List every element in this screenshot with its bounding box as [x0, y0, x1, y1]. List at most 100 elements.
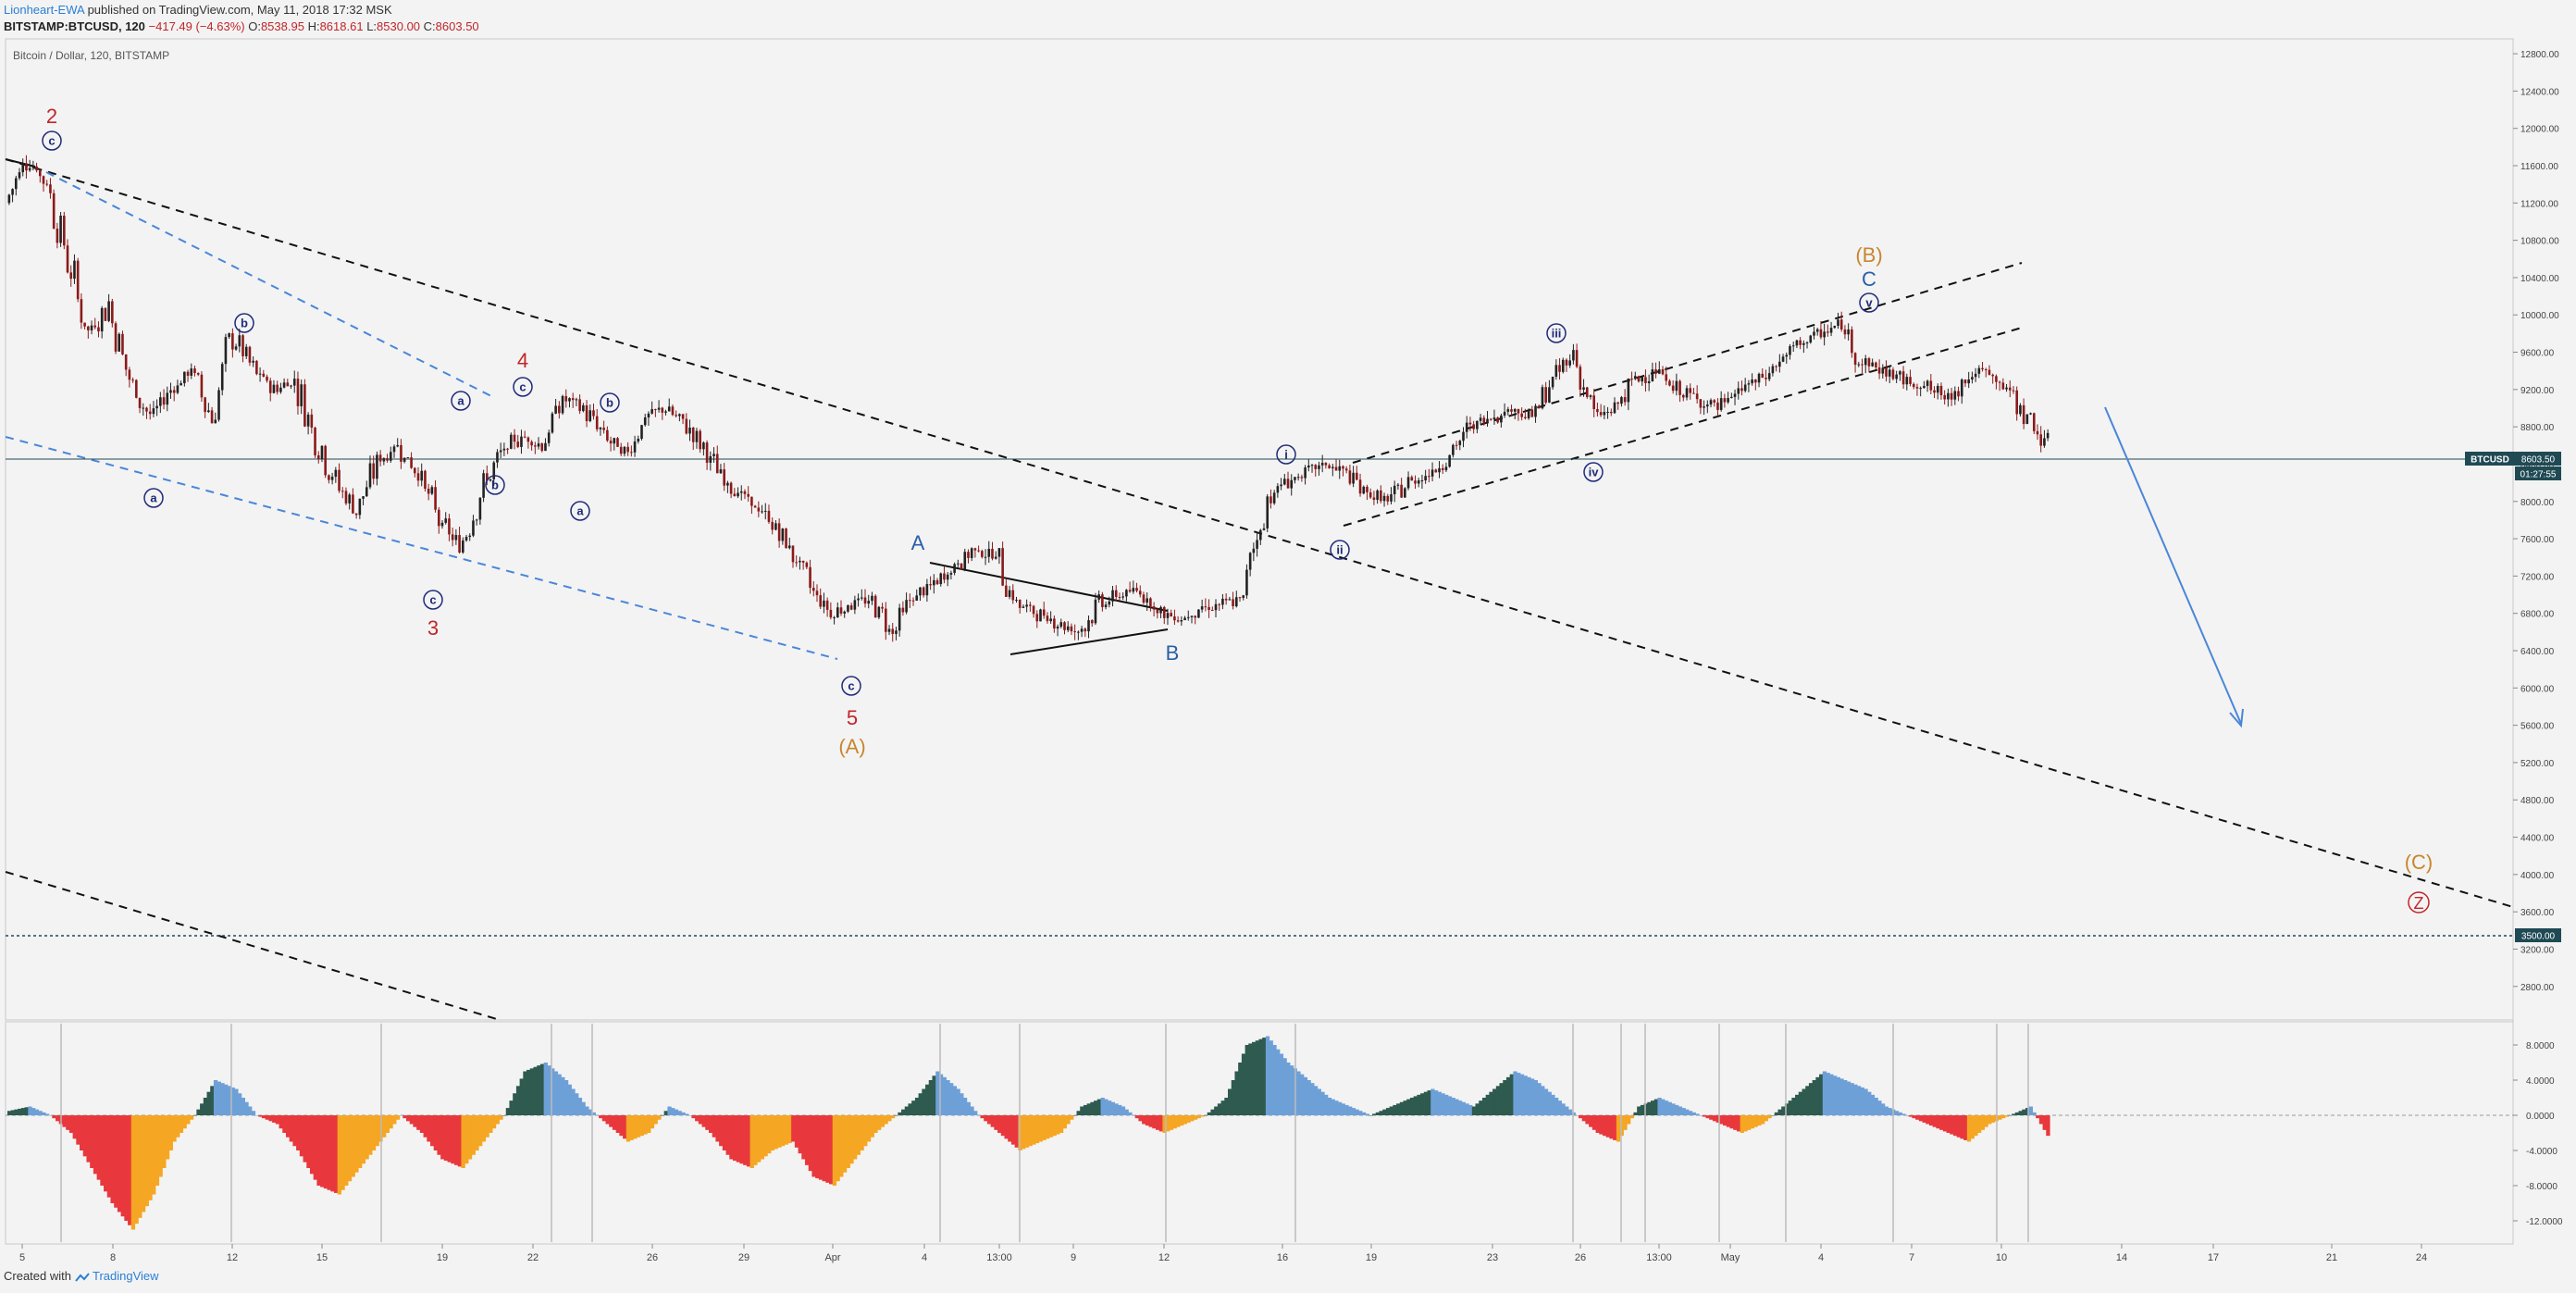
candle-body[interactable] [911, 600, 915, 602]
candle-body[interactable] [328, 475, 330, 480]
candle-body[interactable] [1606, 411, 1609, 413]
candle-body[interactable] [715, 454, 719, 474]
candle-body[interactable] [1276, 486, 1280, 493]
candle-body[interactable] [90, 325, 93, 330]
candle-body[interactable] [1005, 585, 1008, 597]
candle-body[interactable] [1713, 400, 1716, 403]
candle-body[interactable] [1035, 614, 1039, 622]
channel-upper-line[interactable] [1352, 262, 2023, 464]
candle-body[interactable] [1170, 613, 1172, 617]
candle-body[interactable] [73, 260, 76, 280]
candle-body[interactable] [52, 193, 56, 229]
candle-body[interactable] [905, 600, 908, 613]
candle-body[interactable] [1991, 374, 1994, 377]
candle-body[interactable] [787, 545, 791, 549]
candle-body[interactable] [1376, 490, 1379, 501]
candle-body[interactable] [1875, 362, 1877, 367]
candle-body[interactable] [839, 607, 843, 614]
candle-body[interactable] [1837, 319, 1839, 327]
candle-body[interactable] [613, 438, 616, 444]
candle-body[interactable] [80, 299, 83, 323]
candle-body[interactable] [1761, 373, 1765, 379]
blue-C-label[interactable]: C [1862, 267, 1876, 291]
candle-body[interactable] [306, 414, 310, 427]
candle-body[interactable] [1912, 383, 1915, 388]
candle-body[interactable] [368, 463, 372, 488]
candle-body[interactable] [45, 183, 49, 185]
candle-body[interactable] [799, 560, 801, 563]
candle-body[interactable] [1104, 604, 1108, 607]
candle-body[interactable] [148, 411, 152, 415]
candle-body[interactable] [400, 444, 402, 462]
candle-body[interactable] [1781, 356, 1785, 362]
candle-body[interactable] [1108, 601, 1111, 605]
candle-body[interactable] [135, 379, 138, 398]
candle-body[interactable] [1015, 600, 1018, 602]
candle-body[interactable] [833, 617, 836, 619]
candle-body[interactable] [922, 587, 925, 596]
candle-body[interactable] [255, 360, 258, 375]
candle-body[interactable] [248, 346, 252, 363]
candle-body[interactable] [348, 494, 351, 504]
candle-body[interactable] [1482, 417, 1486, 424]
blue-A-label[interactable]: A [911, 531, 925, 554]
candle-body[interactable] [582, 404, 585, 412]
candle-body[interactable] [1661, 369, 1665, 375]
symbol-label[interactable]: BITSTAMP:BTCUSD, 120 [4, 19, 145, 33]
candle-body[interactable] [166, 392, 169, 405]
candle-body[interactable] [1084, 628, 1087, 632]
candle-body[interactable] [1318, 465, 1320, 469]
candle-body[interactable] [1077, 631, 1080, 633]
candle-body[interactable] [1685, 388, 1689, 398]
candle-body[interactable] [118, 333, 121, 352]
candle-body[interactable] [1572, 350, 1575, 361]
circled-wave-label[interactable]: c [42, 131, 62, 151]
candle-body[interactable] [303, 384, 306, 427]
candle-body[interactable] [1503, 411, 1506, 416]
candle-body[interactable] [1754, 379, 1757, 383]
candle-body[interactable] [1053, 618, 1056, 629]
candle-body[interactable] [551, 413, 554, 433]
candle-body[interactable] [795, 562, 799, 564]
candle-body[interactable] [1080, 628, 1084, 632]
candle-body[interactable] [224, 337, 228, 365]
candle-body[interactable] [1548, 387, 1551, 403]
candle-body[interactable] [1537, 405, 1541, 409]
candle-body[interactable] [1809, 335, 1813, 343]
candle-body[interactable] [1857, 364, 1861, 366]
triangle-lower-line[interactable] [1009, 628, 1169, 655]
candle-body[interactable] [1393, 485, 1396, 495]
candle-body[interactable] [1919, 388, 1922, 390]
candle-body[interactable] [994, 556, 997, 559]
candle-body[interactable] [743, 491, 747, 494]
candle-body[interactable] [1042, 609, 1046, 616]
candle-body[interactable] [1224, 598, 1228, 601]
candle-body[interactable] [1352, 472, 1355, 484]
candle-body[interactable] [530, 441, 533, 446]
candle-body[interactable] [1544, 387, 1547, 403]
candle-body[interactable] [1135, 588, 1138, 591]
candle-body[interactable] [1331, 466, 1334, 468]
candle-body[interactable] [430, 487, 434, 494]
candle-body[interactable] [121, 333, 124, 354]
candle-body[interactable] [595, 416, 599, 429]
candle-body[interactable] [1706, 404, 1709, 407]
candle-body[interactable] [819, 595, 823, 607]
candle-body[interactable] [1747, 383, 1751, 385]
candle-body[interactable] [1926, 380, 1929, 387]
candle-body[interactable] [1871, 362, 1874, 367]
candle-body[interactable] [678, 414, 681, 416]
candle-body[interactable] [472, 520, 475, 536]
z-circle-label[interactable]: Z [2408, 891, 2430, 914]
candle-body[interactable] [1520, 413, 1523, 417]
candle-body[interactable] [1791, 345, 1795, 347]
candle-body[interactable] [1348, 470, 1352, 484]
support-price-tag[interactable]: 3500.00 [2515, 928, 2561, 942]
candle-body[interactable] [1001, 548, 1004, 586]
candle-body[interactable] [1214, 603, 1218, 611]
candle-body[interactable] [1138, 591, 1142, 595]
candle-body[interactable] [138, 397, 142, 408]
candle-body[interactable] [1286, 479, 1290, 489]
candle-body[interactable] [949, 572, 953, 575]
candle-body[interactable] [1682, 394, 1685, 398]
